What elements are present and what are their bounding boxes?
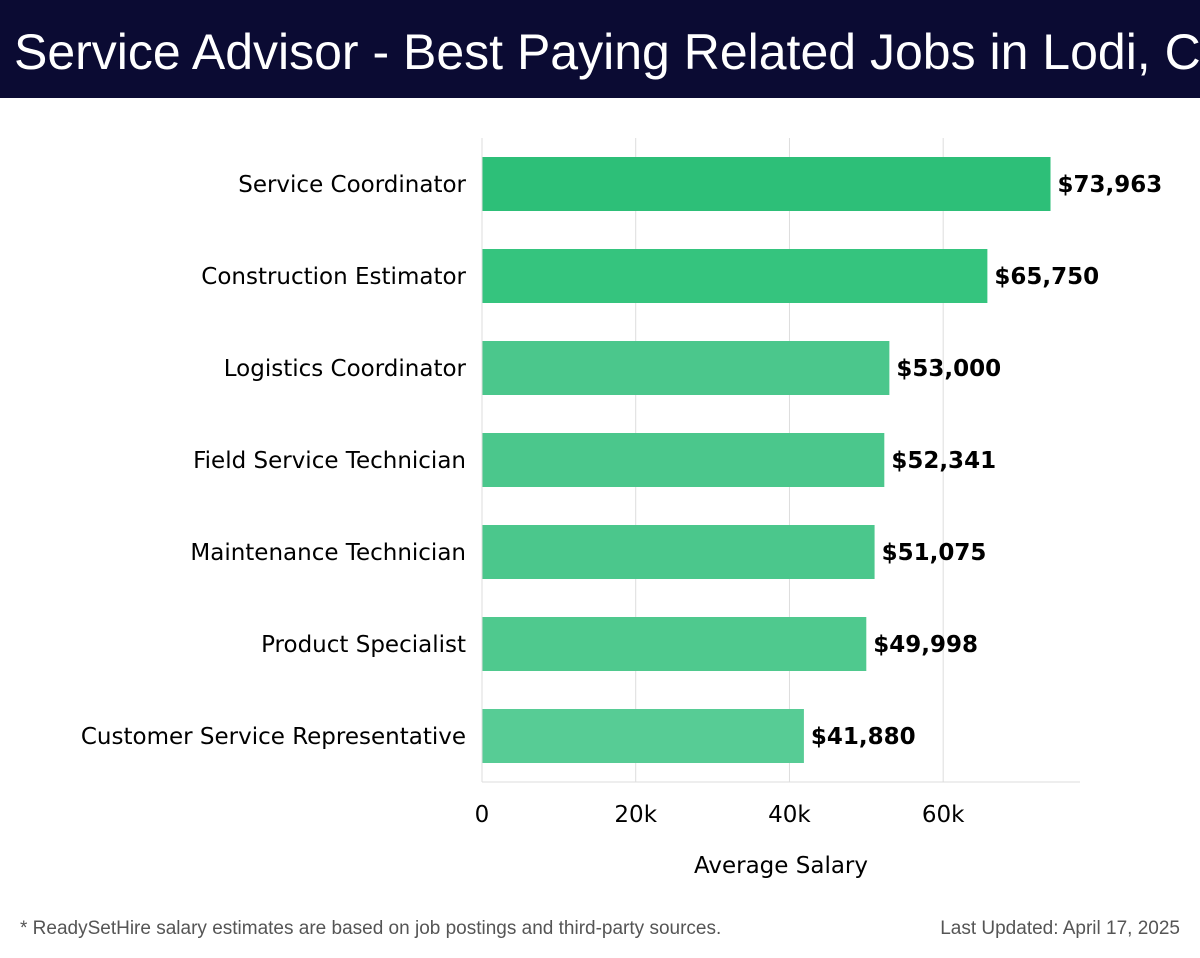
label-layer: $73,963 Service Coordinator $65,750 Constru… bbox=[81, 172, 1162, 750]
x-tick-label: 60k bbox=[922, 802, 965, 828]
x-tick-label: 40k bbox=[768, 802, 811, 828]
bar bbox=[482, 617, 867, 671]
footnote: * ReadySetHire salary estimates are base… bbox=[20, 918, 722, 939]
value-label: $73,963 bbox=[1058, 172, 1163, 198]
bar-layer bbox=[482, 157, 1051, 763]
value-label: $49,998 bbox=[873, 632, 978, 658]
x-tick-label: 20k bbox=[614, 802, 657, 828]
category-label: Construction Estimator bbox=[201, 264, 466, 290]
bar bbox=[482, 433, 885, 487]
value-label: $53,000 bbox=[896, 356, 1001, 382]
category-label: Logistics Coordinator bbox=[224, 356, 467, 382]
bar bbox=[482, 249, 988, 303]
category-label: Maintenance Technician bbox=[190, 540, 466, 566]
value-label: $41,880 bbox=[811, 724, 916, 750]
category-label: Service Coordinator bbox=[238, 172, 466, 198]
category-label: Product Specialist bbox=[261, 632, 466, 658]
header-bar: Service Advisor - Best Paying Related Jo… bbox=[0, 0, 1200, 98]
category-label: Field Service Technician bbox=[193, 448, 466, 474]
bar bbox=[482, 341, 890, 395]
bar bbox=[482, 709, 804, 763]
value-label: $52,341 bbox=[891, 448, 996, 474]
last-updated: Last Updated: April 17, 2025 bbox=[940, 918, 1180, 939]
x-axis-title: Average Salary bbox=[694, 853, 868, 879]
bar bbox=[482, 525, 875, 579]
bar bbox=[482, 157, 1051, 211]
axis-layer: 0 20k 40k 60k Average Salary bbox=[475, 138, 1080, 879]
category-label: Customer Service Representative bbox=[81, 724, 466, 750]
value-label: $65,750 bbox=[994, 264, 1099, 290]
value-label: $51,075 bbox=[882, 540, 987, 566]
page-title: Service Advisor - Best Paying Related Jo… bbox=[14, 24, 1200, 80]
x-tick-label: 0 bbox=[475, 802, 490, 828]
